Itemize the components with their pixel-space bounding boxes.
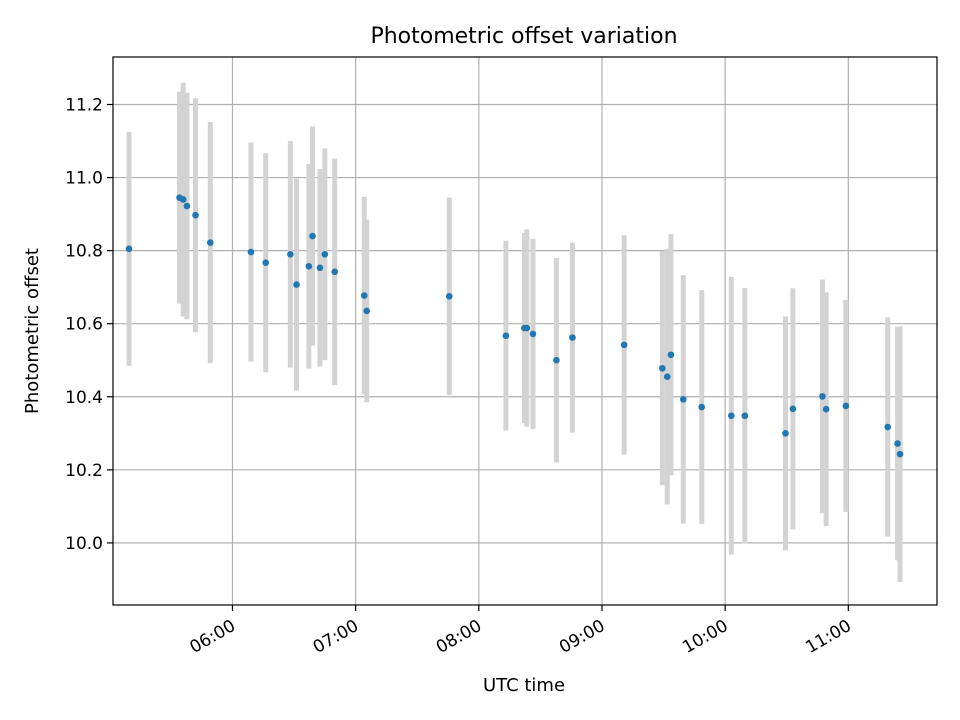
- data-point: [305, 263, 313, 270]
- data-point: [445, 292, 453, 300]
- data-point: [741, 412, 749, 420]
- plot-frame: [112, 56, 938, 606]
- data-point: [360, 292, 368, 299]
- data-point: [192, 211, 199, 219]
- data-point: [321, 250, 329, 258]
- data-points: [125, 194, 904, 458]
- data-point: [896, 450, 904, 458]
- data-point: [309, 232, 316, 240]
- data-point: [316, 264, 324, 272]
- data-point: [523, 324, 531, 332]
- data-point: [679, 396, 687, 403]
- data-point: [179, 196, 187, 203]
- data-point: [529, 330, 537, 338]
- y-tick-label: 11.0: [65, 169, 103, 189]
- data-point: [667, 351, 675, 359]
- data-point: [819, 393, 826, 400]
- data-point: [884, 423, 892, 431]
- chart-title: Photometric offset variation: [370, 24, 677, 49]
- data-point: [728, 412, 735, 420]
- data-point: [698, 403, 706, 411]
- data-point: [183, 202, 191, 210]
- data-point: [247, 248, 255, 256]
- y-axis: 10.0 10.2 10.4 10.6 10.8 11.0 11.2: [65, 95, 113, 554]
- data-point: [620, 341, 628, 349]
- data-point: [659, 364, 666, 372]
- data-point: [782, 429, 789, 437]
- data-point: [894, 440, 901, 447]
- data-point: [569, 334, 576, 341]
- x-axis-label: UTC time: [483, 675, 565, 696]
- data-point: [125, 245, 133, 253]
- data-point: [663, 373, 671, 380]
- data-point: [363, 307, 371, 315]
- y-tick-label: 10.0: [65, 534, 103, 554]
- data-point: [262, 259, 270, 266]
- data-point: [502, 332, 510, 340]
- data-point: [553, 356, 560, 364]
- data-point: [287, 250, 294, 258]
- data-point: [822, 405, 830, 413]
- data-point: [207, 239, 214, 246]
- y-tick-label: 10.2: [65, 461, 103, 481]
- y-axis-label: Photometric offset: [22, 248, 43, 414]
- y-tick-label: 11.2: [65, 95, 103, 115]
- y-tick-label: 10.8: [65, 242, 103, 262]
- data-point: [789, 405, 797, 413]
- data-point: [842, 402, 850, 410]
- data-point: [293, 281, 300, 288]
- data-point: [331, 268, 339, 276]
- y-tick-label: 10.4: [65, 388, 103, 408]
- y-tick-label: 10.6: [65, 315, 103, 335]
